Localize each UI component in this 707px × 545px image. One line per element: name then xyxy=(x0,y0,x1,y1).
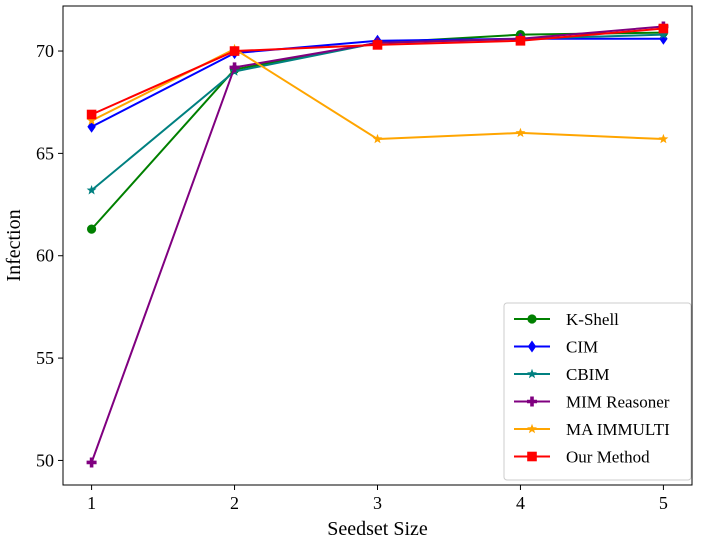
x-axis-title: Seedset Size xyxy=(327,518,428,540)
data-point-our-method xyxy=(658,23,669,34)
y-axis-ticks: 50 55 60 65 70 xyxy=(36,41,63,470)
x-tick-label: 2 xyxy=(230,493,239,513)
data-point-ma-immulti xyxy=(515,127,526,138)
series-layer xyxy=(86,21,669,468)
data-point-cbim xyxy=(86,185,97,195)
legend-items: K-Shell CIM CBIM MIM Reasoner MA IMMULTI Our … xyxy=(514,310,670,467)
legend-label: K-Shell xyxy=(566,310,619,329)
legend-item-cbim: CBIM xyxy=(514,365,609,384)
data-point-mim-reasoner xyxy=(229,62,240,73)
legend-marker xyxy=(527,396,537,407)
legend-item-k-shell: K-Shell xyxy=(514,310,619,329)
legend: K-Shell CIM CBIM MIM Reasoner MA IMMULTI Our … xyxy=(503,302,692,481)
series-line-cim xyxy=(91,37,664,128)
x-tick-label: 5 xyxy=(659,493,668,513)
series-our-method xyxy=(86,23,669,120)
legend-label: MA IMMULTI xyxy=(566,420,670,439)
data-point-mim-reasoner xyxy=(86,457,97,468)
legend-marker xyxy=(527,368,537,379)
legend-item-cim: CIM xyxy=(514,338,598,357)
x-tick-label: 1 xyxy=(87,493,96,513)
series-line-ma-immulti xyxy=(91,47,664,141)
data-point-cbim xyxy=(658,29,669,39)
legend-marker xyxy=(527,314,537,324)
series-ma-immulti xyxy=(86,43,669,144)
legend-item-ma-immulti: MA IMMULTI xyxy=(514,420,670,439)
data-point-k-shell xyxy=(86,224,97,234)
legend-label: CIM xyxy=(566,338,598,357)
data-point-our-method xyxy=(515,35,526,46)
data-point-our-method xyxy=(372,40,383,50)
legend-marker xyxy=(527,451,537,462)
series-line-cbim xyxy=(90,33,664,191)
x-tick-label: 3 xyxy=(373,493,382,513)
x-axis-ticks: 1 2 3 4 5 xyxy=(87,485,668,513)
data-point-ma-immulti xyxy=(658,133,669,144)
data-point-our-method xyxy=(229,46,240,56)
legend-marker xyxy=(527,340,537,353)
legend-item-mim-reasoner: MIM Reasoner xyxy=(514,393,670,412)
legend-marker xyxy=(527,423,537,434)
data-point-ma-immulti xyxy=(372,133,383,144)
y-tick-label: 55 xyxy=(36,348,54,368)
x-tick-label: 4 xyxy=(516,493,525,513)
legend-box xyxy=(503,302,692,481)
data-point-our-method xyxy=(86,109,97,120)
y-tick-label: 65 xyxy=(36,143,54,163)
y-tick-label: 70 xyxy=(36,41,54,61)
legend-item-our-method: Our Method xyxy=(514,448,650,467)
series-line-k-shell xyxy=(90,31,664,230)
legend-label: CBIM xyxy=(566,365,609,384)
y-axis-title: Infection xyxy=(3,209,25,281)
series-cbim xyxy=(86,29,669,195)
legend-label: MIM Reasoner xyxy=(566,393,670,412)
legend-label: Our Method xyxy=(566,448,650,467)
data-point-ma-immulti xyxy=(86,115,97,125)
y-tick-label: 50 xyxy=(36,450,54,470)
y-tick-label: 60 xyxy=(36,246,54,266)
series-k-shell xyxy=(86,28,669,234)
